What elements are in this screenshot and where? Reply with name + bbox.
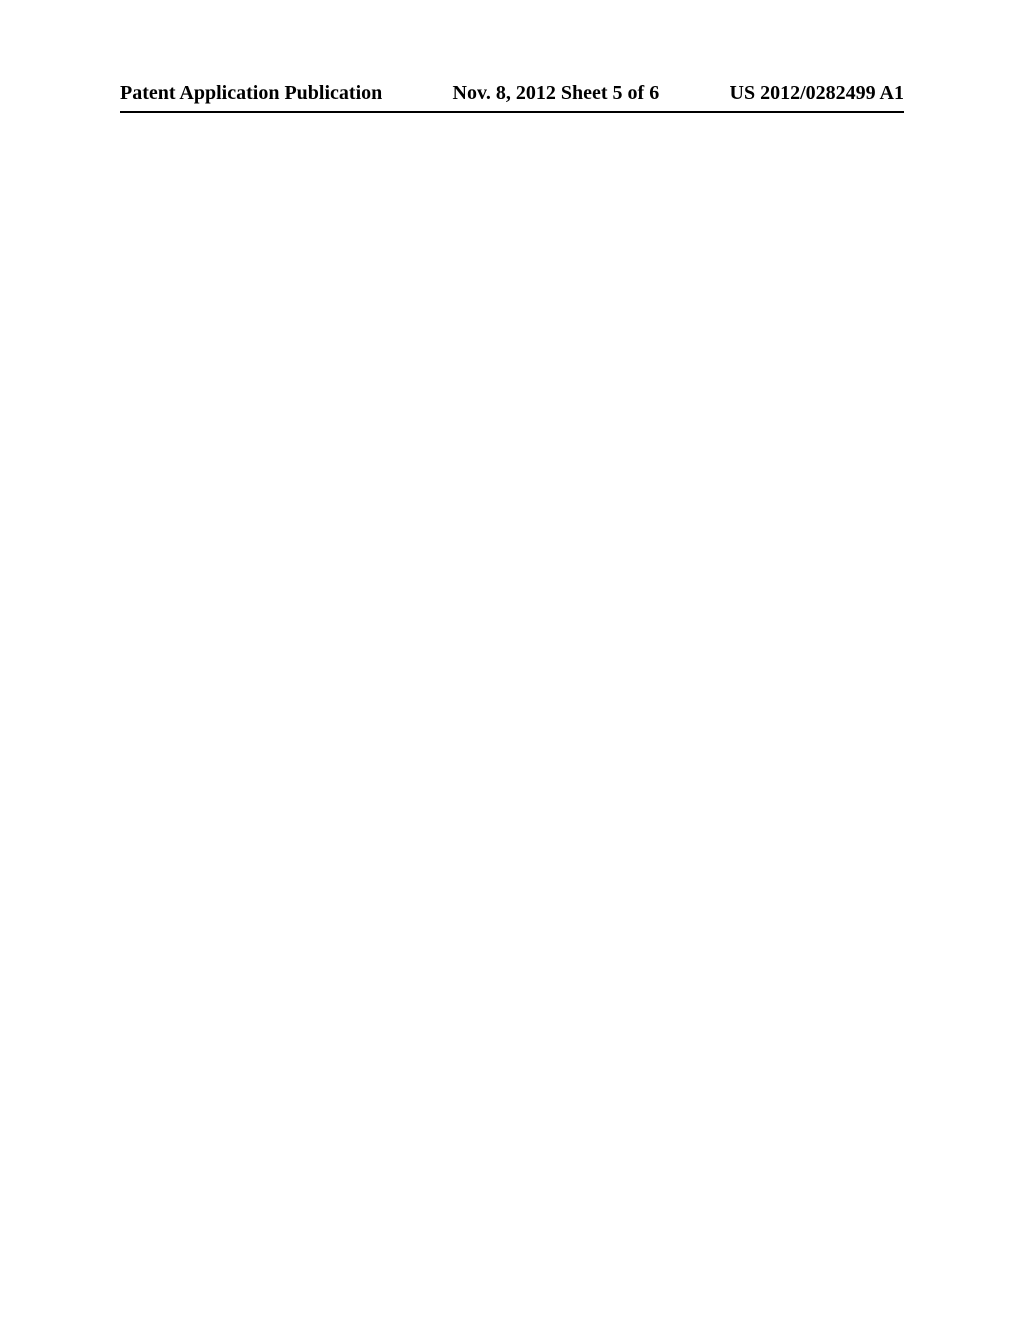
page-header: Patent Application Publication Nov. 8, 2… — [120, 82, 904, 113]
header-left: Patent Application Publication — [120, 82, 382, 105]
header-center: Nov. 8, 2012 Sheet 5 of 6 — [453, 82, 660, 105]
page: Patent Application Publication Nov. 8, 2… — [0, 0, 1024, 1320]
header-right: US 2012/0282499 A1 — [730, 82, 904, 105]
figure-area-final: Fig. 5 a) d) b) e) c) — [120, 150, 924, 1240]
